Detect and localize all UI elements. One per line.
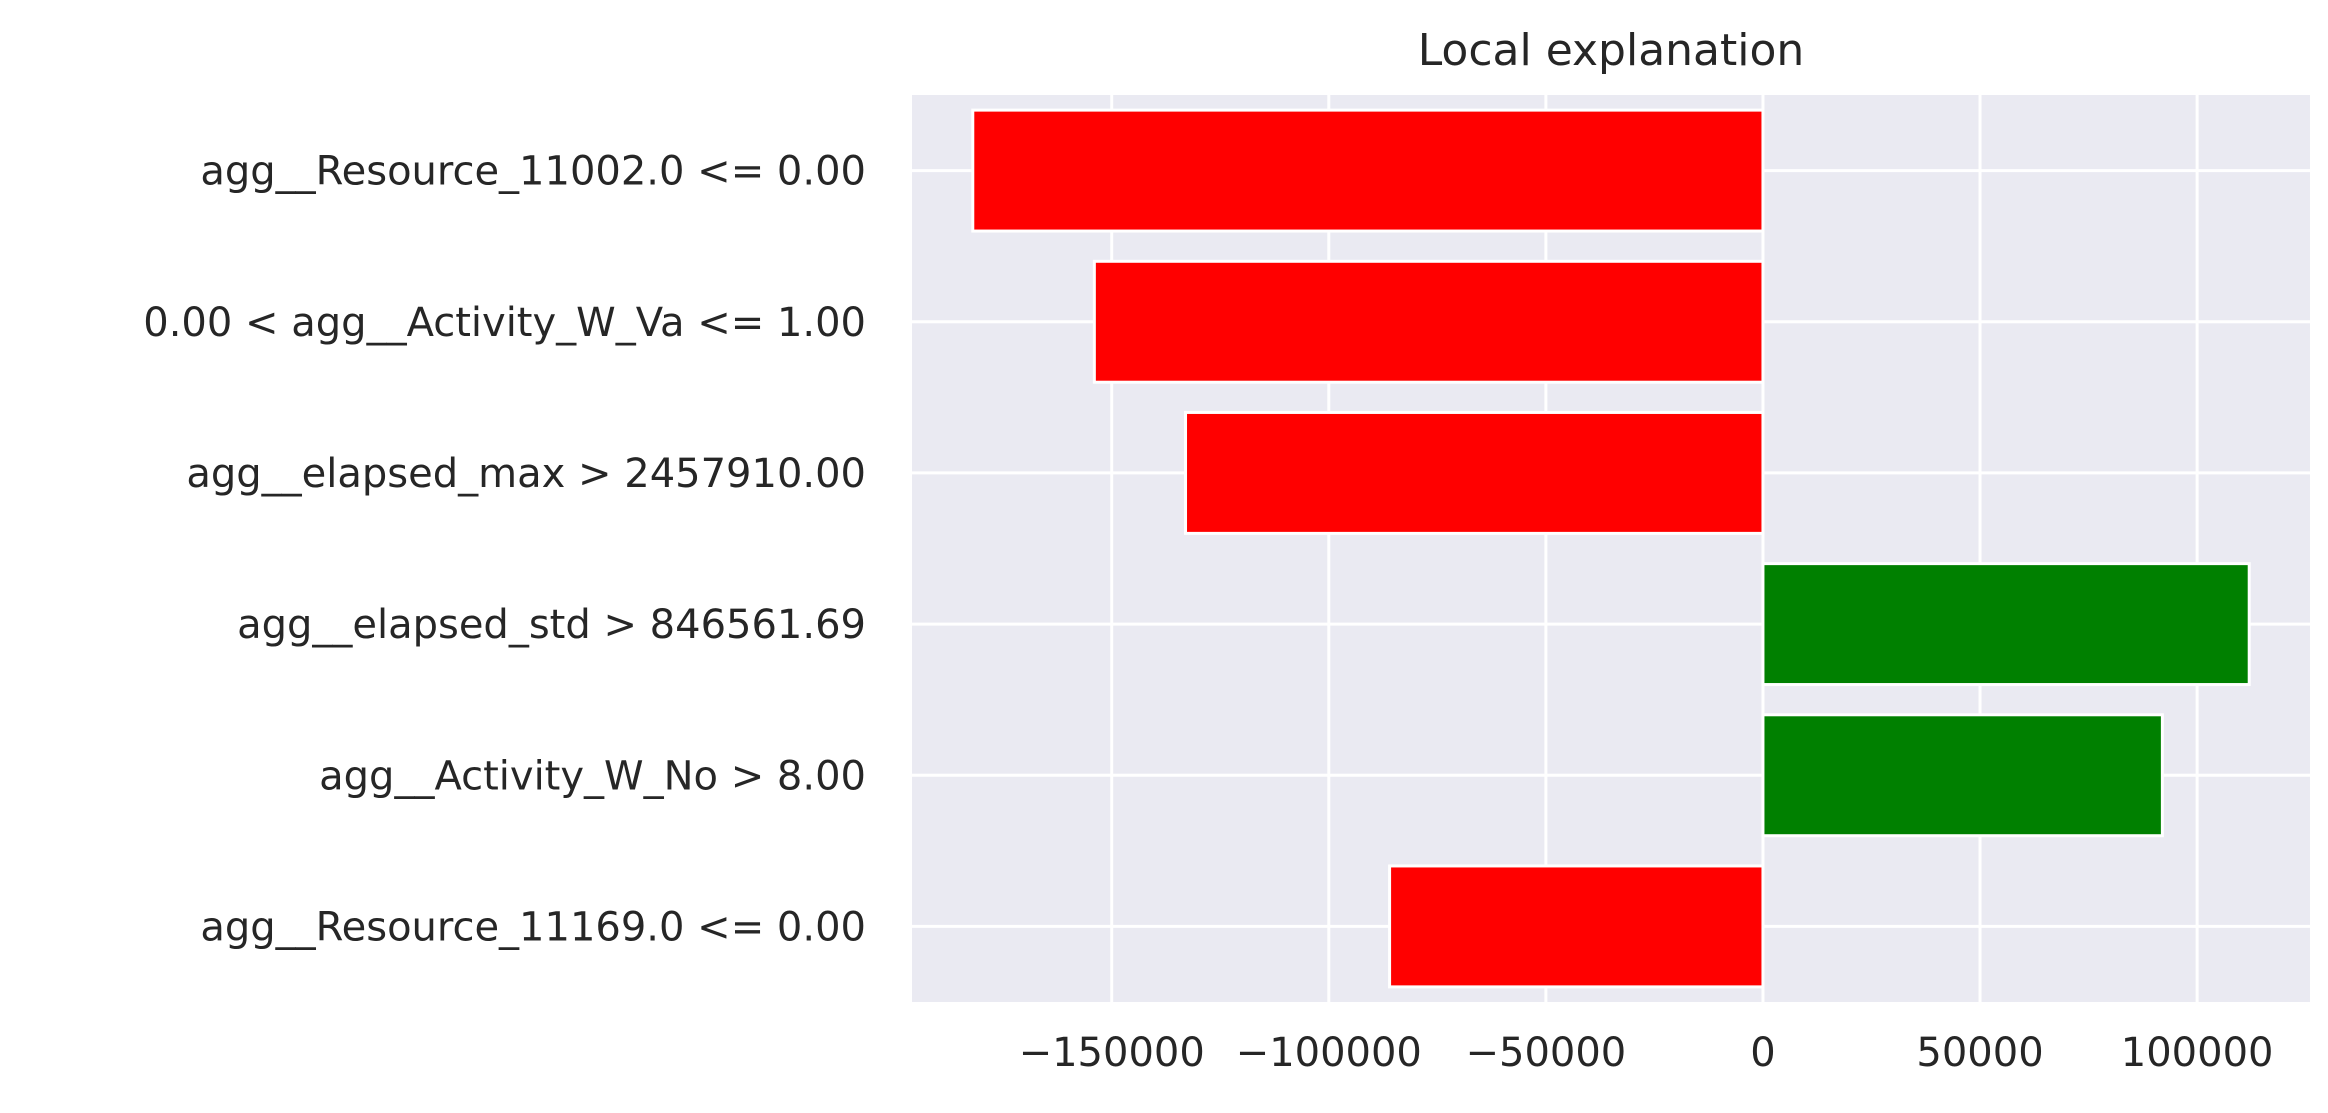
x-tick-label: −150000 [1019,1030,1205,1076]
chart-title: Local explanation [1418,25,1805,76]
bar [971,108,1765,233]
category-label: agg__Resource_11169.0 <= 0.00 [200,904,866,950]
x-tick-label: −100000 [1236,1030,1422,1076]
bar [1761,713,2164,838]
category-label: agg__Resource_11002.0 <= 0.00 [200,149,866,195]
x-tick-label: 0 [1750,1030,1775,1076]
bar-layer [971,108,2251,989]
category-label: agg__elapsed_std > 846561.69 [237,602,866,648]
bar [1761,562,2251,687]
x-tick-label: 50000 [1916,1030,2043,1076]
x-tick-label: 100000 [2121,1030,2274,1076]
category-label: 0.00 < agg__Activity_W_Va <= 1.00 [143,300,866,346]
bar [1092,259,1765,384]
x-tick-label: −50000 [1465,1030,1626,1076]
x-tick-labels: −150000 −100000 −50000 0 50000 100000 [1019,1030,2274,1076]
category-label: agg__elapsed_max > 2457910.00 [186,451,866,497]
category-labels: agg__Resource_11002.0 <= 0.00 0.00 < agg_… [143,149,866,951]
bar [1388,864,1765,989]
category-label: agg__Activity_W_No > 8.00 [319,753,866,799]
bar [1184,410,1765,535]
plot-background [912,95,2310,1002]
